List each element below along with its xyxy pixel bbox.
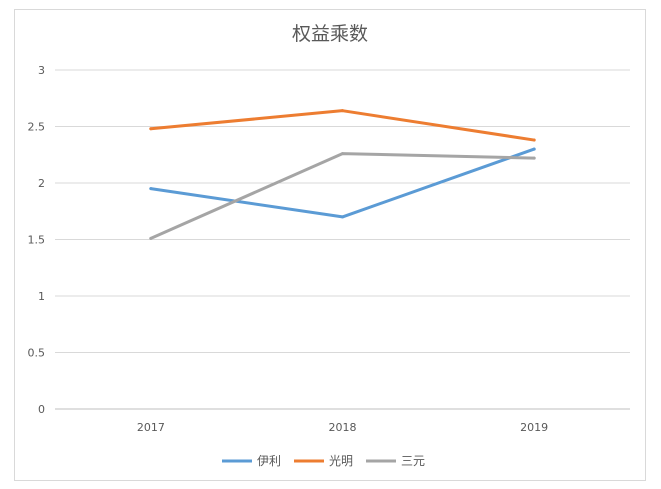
legend-label: 三元 — [401, 454, 425, 468]
x-tick-label: 2019 — [520, 421, 548, 434]
data-point — [149, 236, 153, 240]
y-tick-label: 3 — [38, 64, 45, 77]
data-point — [532, 156, 536, 160]
data-point — [532, 138, 536, 142]
y-tick-label: 0 — [38, 403, 45, 416]
legend: 伊利 光明 三元 — [222, 454, 425, 468]
y-tick-label: 2 — [38, 177, 45, 190]
y-tick-label: 1 — [38, 290, 45, 303]
data-point — [341, 109, 344, 113]
chart-title: 权益乘数 — [292, 23, 368, 45]
data-point — [341, 215, 344, 219]
chart-frame — [14, 9, 646, 481]
series-layer — [149, 109, 536, 240]
legend-label: 光明 — [329, 454, 353, 468]
y-axis-ticks: 0 0.5 1 1.5 2 2.5 3 — [28, 64, 46, 416]
legend-label: 伊利 — [257, 454, 281, 468]
x-tick-label: 2017 — [137, 421, 165, 434]
data-point — [149, 127, 153, 131]
x-tick-label: 2018 — [329, 421, 357, 434]
data-point — [341, 152, 344, 156]
grid-layer — [55, 69, 630, 410]
data-point — [532, 147, 536, 151]
y-tick-label: 1.5 — [28, 234, 46, 247]
series-line-1 — [149, 109, 536, 142]
x-axis-ticks: 2017 2018 2019 — [137, 421, 548, 434]
y-tick-label: 0.5 — [28, 347, 46, 360]
y-tick-label: 2.5 — [28, 121, 46, 134]
data-point — [149, 187, 153, 191]
